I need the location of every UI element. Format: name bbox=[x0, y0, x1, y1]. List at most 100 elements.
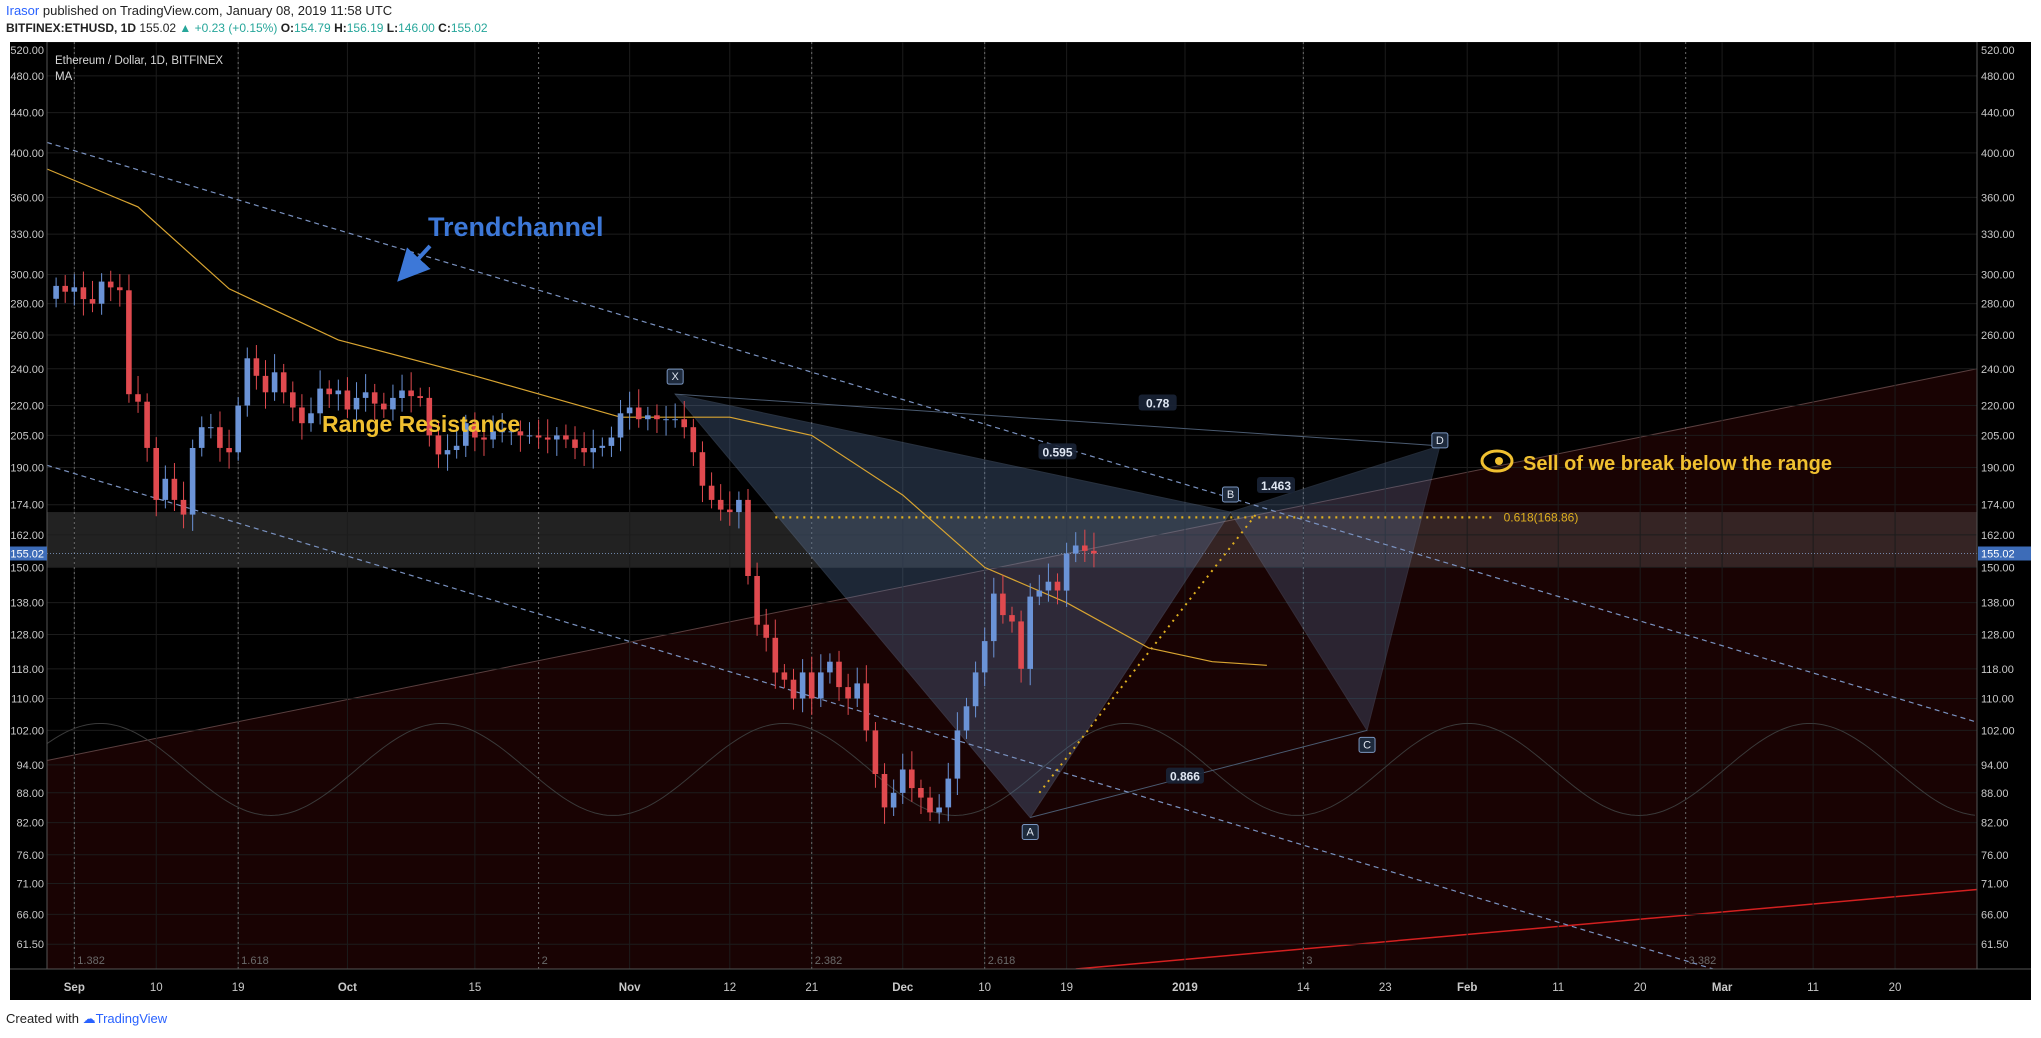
candle-body bbox=[299, 407, 305, 424]
y-tick-label-right: 440.00 bbox=[1981, 108, 2015, 120]
price-chart[interactable]: 1.382 1.618 2 2.382 2.618 3 3.382 0.618(168.86… bbox=[10, 41, 2031, 1000]
candle-body bbox=[890, 792, 897, 808]
candle-body bbox=[708, 485, 715, 500]
x-tick-label: 20 bbox=[1889, 982, 1902, 994]
y-tick-label-left: 400.00 bbox=[10, 148, 44, 160]
x-tick-label: 20 bbox=[1634, 982, 1647, 994]
pattern-point-label: B bbox=[1227, 489, 1234, 501]
x-tick-label: Nov bbox=[619, 982, 641, 994]
x-tick-label: Mar bbox=[1712, 982, 1733, 994]
y-tick-label-right: 150.00 bbox=[1981, 562, 2015, 574]
y-tick-label-right: 190.00 bbox=[1981, 463, 2015, 475]
candle-body bbox=[317, 388, 323, 414]
candle-body bbox=[981, 641, 988, 673]
symbol-label: BITFINEX:ETHUSD, 1D bbox=[6, 21, 137, 35]
trendchannel-upper bbox=[46, 141, 1978, 723]
y-tick-label-right: 138.00 bbox=[1981, 598, 2015, 610]
candle-body bbox=[717, 499, 724, 510]
left-axis-bg bbox=[10, 42, 47, 969]
candle-body bbox=[899, 769, 906, 793]
publish-line: Irasor published on TradingView.com, Jan… bbox=[6, 3, 392, 18]
y-tick-label-right: 102.00 bbox=[1981, 725, 2015, 737]
candle-body bbox=[490, 431, 496, 440]
trendchannel-arrow-icon bbox=[397, 244, 432, 282]
candle-body bbox=[544, 437, 551, 440]
tradingview-brand[interactable]: TradingView bbox=[95, 1011, 168, 1026]
x-tick-label: 10 bbox=[978, 982, 991, 994]
cycle-sine-wave bbox=[46, 723, 1976, 817]
legend-title: Ethereum / Dollar, 1D, BITFINEX bbox=[55, 55, 223, 67]
candle-body bbox=[326, 388, 332, 395]
x-tick-label: Feb bbox=[1457, 982, 1477, 994]
candle-body bbox=[1009, 615, 1015, 622]
candle-body bbox=[444, 450, 451, 455]
candle-body bbox=[581, 448, 587, 453]
candle-body bbox=[563, 435, 569, 440]
candle-body bbox=[1054, 581, 1061, 591]
eye-icon-pupil bbox=[1495, 457, 1503, 465]
candle-body bbox=[463, 423, 469, 446]
x-tick-label: Sep bbox=[64, 982, 85, 994]
candle-body bbox=[517, 431, 524, 436]
y-tick-label-right: 162.00 bbox=[1981, 530, 2015, 542]
cycle-label: 2.382 bbox=[815, 955, 843, 967]
candle-body bbox=[754, 576, 760, 625]
candle-body bbox=[772, 637, 779, 673]
candle-body bbox=[162, 478, 169, 500]
candle-body bbox=[1082, 545, 1088, 551]
x-tick-label: Oct bbox=[338, 982, 357, 994]
y-tick-label-right: 174.00 bbox=[1981, 500, 2015, 512]
candle-body bbox=[554, 435, 560, 440]
last-price-label-left: 155.02 bbox=[10, 549, 44, 561]
right-axis-bg bbox=[1977, 42, 2031, 969]
tradingview-logo-icon[interactable]: ☁ bbox=[82, 1011, 96, 1026]
candle-body bbox=[954, 730, 961, 779]
y-tick-label-left: 94.00 bbox=[16, 760, 44, 772]
cycle-label: 2.618 bbox=[988, 955, 1016, 967]
y-tick-label-left: 82.00 bbox=[16, 818, 44, 830]
author-link[interactable]: Irasor bbox=[6, 3, 40, 18]
y-tick-label-left: 128.00 bbox=[10, 629, 44, 641]
high-value: 156.19 bbox=[346, 21, 384, 35]
y-tick-label-left: 220.00 bbox=[10, 401, 44, 413]
chart-area[interactable]: 1.382 1.618 2 2.382 2.618 3 3.382 0.618(168.86… bbox=[10, 41, 2031, 1000]
candle-body bbox=[180, 499, 187, 515]
candle-body bbox=[1000, 593, 1006, 616]
candle-body bbox=[590, 448, 596, 453]
y-tick-label-left: 162.00 bbox=[10, 530, 44, 542]
y-tick-label-right: 118.00 bbox=[1981, 664, 2014, 676]
low-label: L: bbox=[386, 21, 399, 35]
ratio-badge bbox=[1038, 443, 1077, 460]
candle-body bbox=[381, 403, 387, 410]
candle-body bbox=[1063, 553, 1070, 591]
y-tick-label-left: 174.00 bbox=[10, 500, 44, 512]
candle-body bbox=[290, 392, 296, 408]
candle-body bbox=[335, 390, 342, 395]
y-tick-label-right: 220.00 bbox=[1981, 401, 2015, 413]
eye-icon bbox=[1480, 449, 1514, 473]
y-tick-label-left: 110.00 bbox=[11, 693, 44, 705]
candle-body bbox=[117, 287, 123, 291]
candle-body bbox=[280, 372, 287, 393]
pattern-point-label: D bbox=[1436, 435, 1444, 447]
y-tick-label-right: 128.00 bbox=[1981, 629, 2015, 641]
last-price: 155.02 bbox=[139, 21, 177, 35]
candle-body bbox=[690, 427, 697, 453]
last-price-label-right: 155.02 bbox=[1981, 549, 2015, 561]
candle-body bbox=[426, 397, 433, 436]
y-tick-label-left: 66.00 bbox=[16, 909, 44, 921]
candle-body bbox=[208, 427, 214, 429]
ratio-label: 0.595 bbox=[1043, 445, 1073, 459]
ratio-label: 0.78 bbox=[1146, 397, 1170, 411]
x-tick-label: 11 bbox=[1552, 982, 1564, 994]
wedge-upper-line bbox=[46, 368, 1978, 761]
candle-body bbox=[845, 687, 851, 699]
created-with-text: Created with bbox=[6, 1011, 79, 1026]
candle-body bbox=[617, 413, 624, 438]
y-tick-label-left: 190.00 bbox=[10, 463, 44, 475]
candle-body bbox=[189, 448, 196, 515]
close-label: C: bbox=[438, 21, 451, 35]
candle-body bbox=[699, 452, 706, 486]
candle-body bbox=[663, 419, 669, 421]
candle-body bbox=[390, 397, 396, 410]
